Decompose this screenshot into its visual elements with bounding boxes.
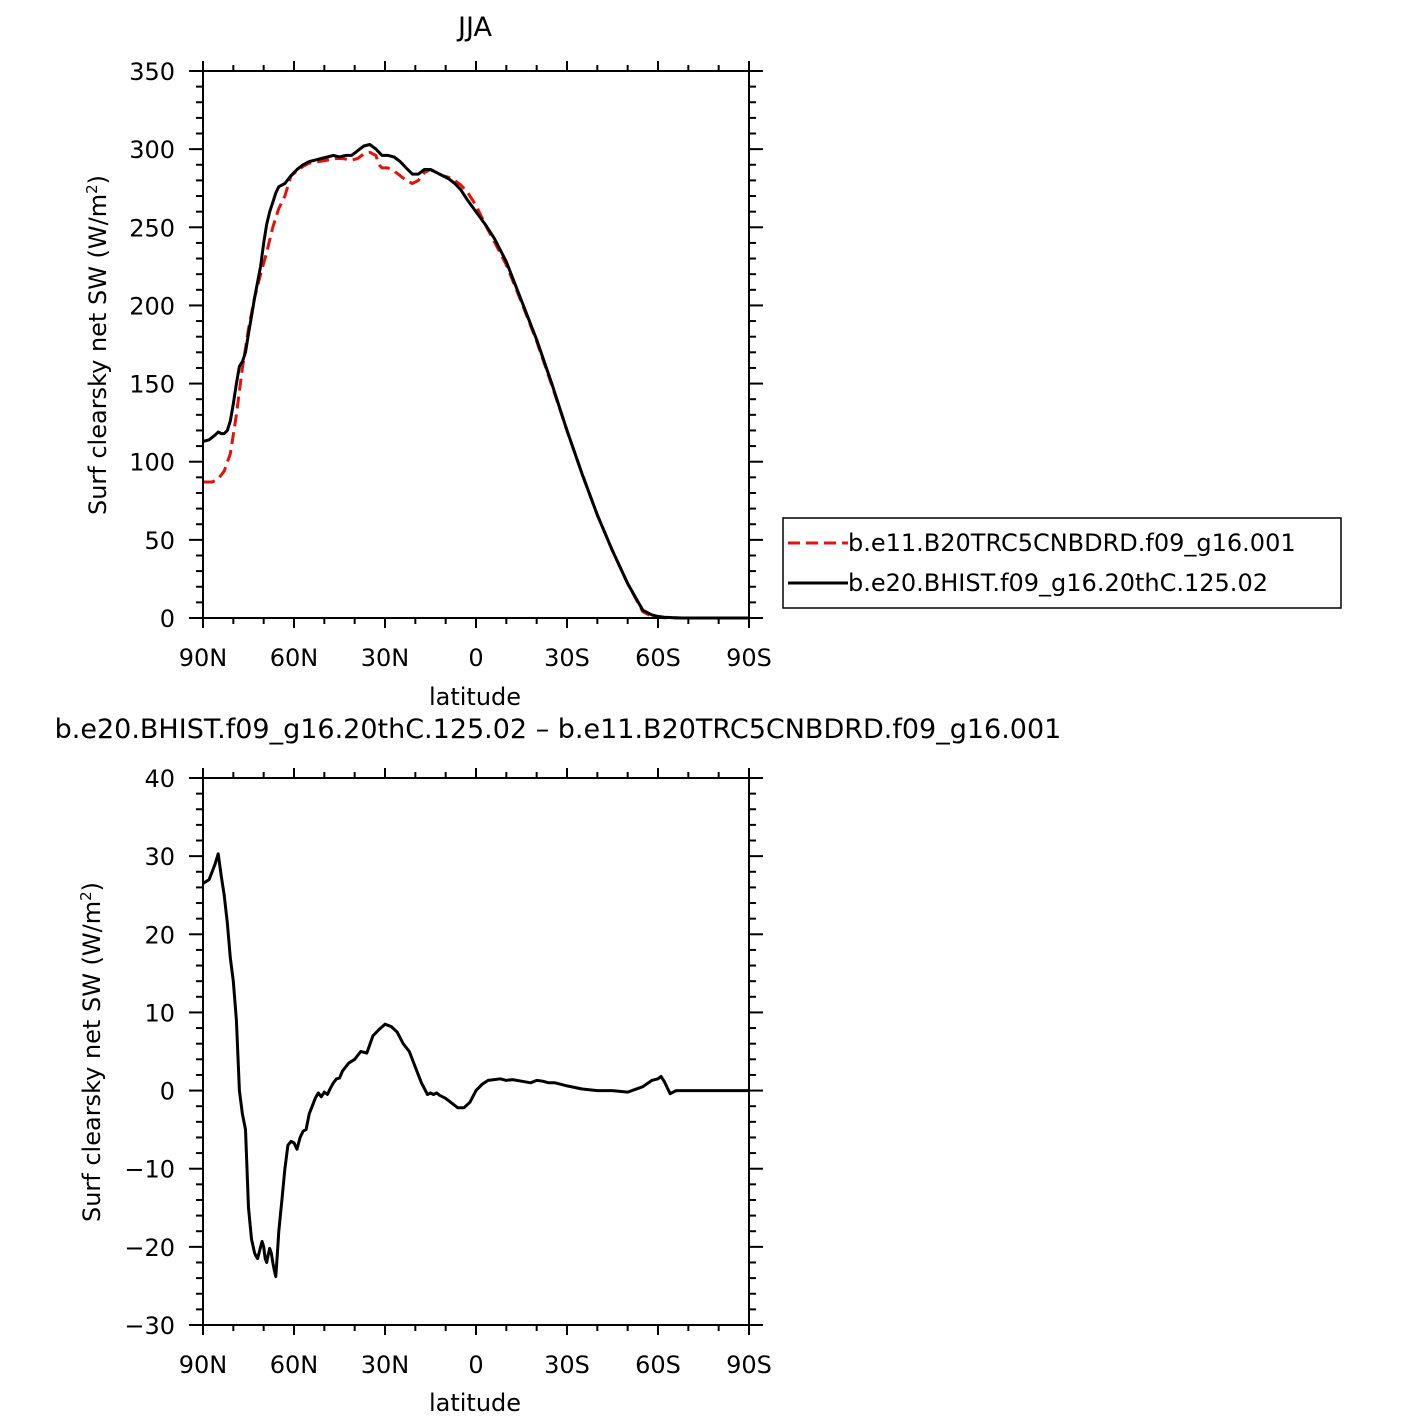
bottom-plot-frame — [202, 777, 750, 1326]
bottom-series-group — [202, 852, 749, 1279]
top-ytick-label: 150 — [129, 371, 175, 399]
legend-label-b-e20: b.e20.BHIST.f09_g16.20thC.125.02 — [848, 569, 1268, 597]
bottom-xtick-label: 90S — [726, 1351, 772, 1379]
top-xtick-label: 90S — [726, 644, 772, 672]
bottom-ytick-label: −20 — [124, 1234, 175, 1262]
bottom-y-axis-label: Surf clearsky net SW (W/m2) — [77, 882, 106, 1222]
bottom-ytick-label: 0 — [160, 1078, 175, 1106]
top-x-axis-label: latitude — [429, 683, 521, 711]
bottom-ytick-label: 20 — [144, 921, 175, 949]
top-xtick-label: 60N — [270, 644, 319, 672]
bottom-xtick-label: 30S — [544, 1351, 590, 1379]
top-y-axis-label: Surf clearsky net SW (W/m2) — [83, 175, 112, 515]
top-ytick-label: 350 — [129, 58, 175, 86]
top-ytick-label: 50 — [144, 527, 175, 555]
top-series-line-0 — [203, 150, 749, 620]
legend: b.e11.B20TRC5CNBDRD.f09_g16.001 b.e20.BH… — [782, 517, 1342, 609]
bottom-ytick-label: 40 — [144, 765, 175, 793]
bottom-xtick-label: 60N — [270, 1351, 319, 1379]
top-panel-title: JJA — [456, 12, 492, 43]
top-xtick-label: 90N — [179, 644, 228, 672]
top-ticks: 90N 60N 30N 0 30S 60S 90S 0 50 100 150 200 250 300 350 — [129, 58, 772, 672]
top-series-group — [202, 143, 749, 620]
top-ytick-label: 200 — [129, 292, 175, 320]
top-xtick-label: 30N — [361, 644, 410, 672]
bottom-ytick-label: 30 — [144, 843, 175, 871]
top-ytick-label: 0 — [160, 605, 175, 633]
top-y-axis-label-close: ) — [84, 175, 112, 184]
top-xtick-label: 0 — [468, 644, 483, 672]
bottom-x-axis-label: latitude — [429, 1389, 521, 1417]
top-y-axis-label-superscript: 2 — [83, 184, 101, 194]
top-y-axis-label-main: Surf clearsky net SW (W/m — [84, 194, 112, 515]
bottom-y-axis-label-close: ) — [78, 882, 106, 891]
top-xtick-label: 30S — [544, 644, 590, 672]
bottom-panel-title: b.e20.BHIST.f09_g16.20thC.125.02 – b.e11… — [55, 714, 1062, 745]
bottom-ticks: 90N 60N 30N 0 30S 60S 90S −30 −20 −10 0 10 20 30 40 — [124, 765, 772, 1379]
bottom-xtick-label: 30N — [361, 1351, 410, 1379]
top-panel: JJA 90N 60N 30N 0 30S 60S 90S 0 50 100 150 200 250 30… — [83, 12, 1342, 711]
bottom-panel: b.e20.BHIST.f09_g16.20thC.125.02 – b.e11… — [55, 714, 1062, 1417]
bottom-ytick-label: −10 — [124, 1156, 175, 1184]
legend-label-b-e11: b.e11.B20TRC5CNBDRD.f09_g16.001 — [848, 529, 1296, 557]
bottom-ytick-label: 10 — [144, 999, 175, 1027]
top-ytick-label: 300 — [129, 136, 175, 164]
bottom-ytick-label: −30 — [124, 1312, 175, 1340]
bottom-xtick-label: 90N — [179, 1351, 228, 1379]
top-series-line-1 — [202, 143, 749, 620]
bottom-y-axis-label-superscript: 2 — [77, 891, 95, 901]
top-plot-frame — [202, 70, 750, 619]
bottom-series-line-0 — [202, 852, 749, 1279]
bottom-xtick-label: 60S — [635, 1351, 681, 1379]
bottom-xtick-label: 0 — [468, 1351, 483, 1379]
top-ytick-label: 100 — [129, 449, 175, 477]
top-xtick-label: 60S — [635, 644, 681, 672]
bottom-y-axis-label-main: Surf clearsky net SW (W/m — [78, 901, 106, 1222]
legend-box — [782, 517, 1342, 609]
top-ytick-label: 250 — [129, 214, 175, 242]
